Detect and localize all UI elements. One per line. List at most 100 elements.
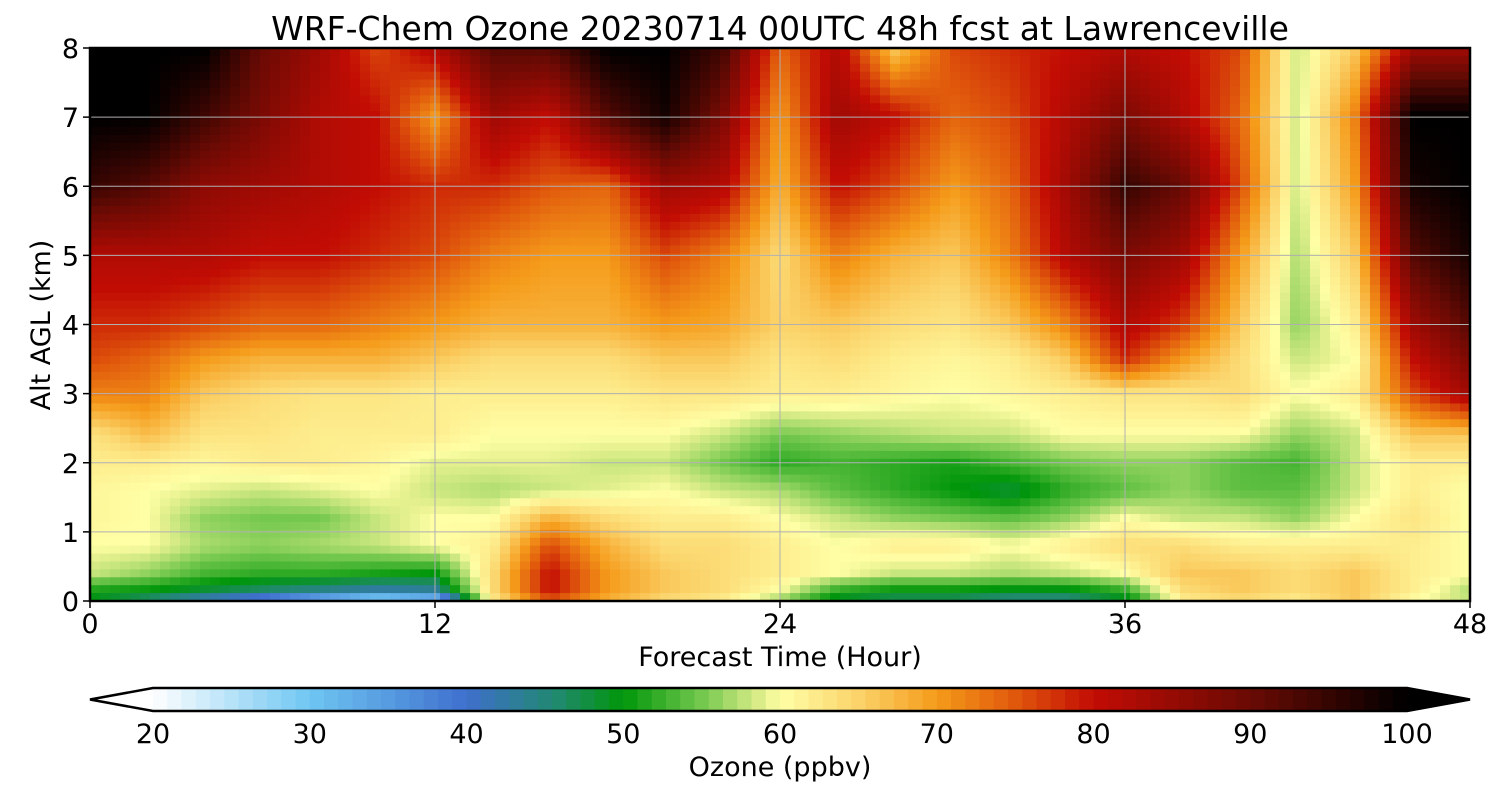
- heatmap-cell: [1090, 316, 1101, 326]
- heatmap-cell: [960, 87, 971, 96]
- heatmap-cell: [890, 166, 901, 175]
- heatmap-cell: [780, 292, 791, 302]
- heatmap-cell: [820, 119, 831, 128]
- heatmap-cell: [320, 285, 331, 294]
- heatmap-cell: [1030, 198, 1041, 207]
- heatmap-cell: [990, 142, 1001, 152]
- heatmap-cell: [770, 103, 781, 112]
- heatmap-cell: [840, 71, 851, 81]
- heatmap-cell: [800, 300, 811, 310]
- heatmap-cell: [960, 79, 971, 89]
- heatmap-cell: [950, 324, 961, 333]
- heatmap-cell: [1360, 79, 1371, 89]
- heatmap-cell: [640, 134, 651, 144]
- heatmap-cell: [160, 253, 171, 262]
- heatmap-cell: [300, 190, 311, 199]
- heatmap-cell: [1170, 103, 1181, 112]
- heatmap-cell: [100, 285, 111, 294]
- heatmap-cell: [1270, 308, 1281, 318]
- heatmap-cell: [1210, 63, 1221, 73]
- heatmap-cell: [200, 198, 211, 207]
- heatmap-cell: [670, 150, 681, 160]
- heatmap-cell: [240, 213, 251, 223]
- heatmap-cell: [1090, 150, 1101, 160]
- heatmap-cell: [1190, 87, 1201, 96]
- heatmap-cell: [560, 269, 571, 278]
- heatmap-cell: [750, 71, 761, 81]
- heatmap-cell: [1050, 308, 1061, 318]
- heatmap-cell: [140, 127, 151, 136]
- heatmap-cell: [360, 269, 371, 278]
- heatmap-cell: [970, 253, 981, 262]
- heatmap-cell: [150, 48, 161, 57]
- heatmap-cell: [1370, 150, 1381, 160]
- heatmap-cell: [880, 103, 891, 112]
- heatmap-cell: [1300, 134, 1311, 144]
- heatmap-cell: [1430, 55, 1441, 65]
- heatmap-cell: [490, 277, 501, 286]
- heatmap-cell: [230, 245, 241, 254]
- heatmap-cell: [190, 79, 201, 89]
- heatmap-cell: [1320, 213, 1331, 223]
- heatmap-cell: [770, 261, 781, 270]
- heatmap-cell: [1200, 142, 1211, 152]
- heatmap-cell: [1110, 245, 1121, 254]
- heatmap-cell: [350, 87, 361, 96]
- heatmap-cell: [1250, 87, 1261, 96]
- heatmap-cell: [100, 63, 111, 73]
- heatmap-cell: [1150, 261, 1161, 270]
- heatmap-cell: [660, 158, 671, 168]
- heatmap-cell: [260, 206, 271, 215]
- heatmap-cell: [1170, 300, 1181, 310]
- heatmap-cell: [680, 119, 691, 128]
- heatmap-cell: [790, 71, 801, 81]
- heatmap-cell: [250, 324, 261, 333]
- heatmap-cell: [1310, 237, 1321, 247]
- heatmap-cell: [1400, 300, 1411, 310]
- heatmap-cell: [650, 277, 661, 286]
- heatmap-cell: [220, 142, 231, 152]
- heatmap-cell: [1360, 55, 1371, 65]
- heatmap-cell: [220, 285, 231, 294]
- heatmap-cell: [320, 150, 331, 160]
- heatmap-cell: [1250, 158, 1261, 168]
- heatmap-cell: [830, 166, 841, 175]
- heatmap-cell: [660, 127, 671, 136]
- heatmap-cell: [990, 79, 1001, 89]
- heatmap-cell: [720, 158, 731, 168]
- heatmap-cell: [490, 213, 501, 223]
- heatmap-cell: [610, 300, 621, 310]
- heatmap-cell: [490, 206, 501, 215]
- heatmap-cell: [360, 316, 371, 326]
- heatmap-cell: [490, 134, 501, 144]
- heatmap-cell: [1350, 277, 1361, 286]
- heatmap-cell: [380, 103, 391, 112]
- heatmap-cell: [1310, 63, 1321, 73]
- heatmap-cell: [120, 174, 131, 183]
- heatmap-cell: [170, 245, 181, 254]
- heatmap-cell: [480, 48, 491, 57]
- heatmap-cell: [730, 285, 741, 294]
- heatmap-cell: [1060, 316, 1071, 326]
- heatmap-cell: [1060, 79, 1071, 89]
- heatmap-cell: [1400, 63, 1411, 73]
- heatmap-cell: [1320, 48, 1331, 57]
- heatmap-cell: [720, 71, 731, 81]
- heatmap-cell: [1050, 300, 1061, 310]
- heatmap-cell: [1090, 55, 1101, 65]
- heatmap-cell: [1460, 48, 1470, 57]
- heatmap-cell: [690, 166, 701, 175]
- heatmap-cell: [370, 269, 381, 278]
- heatmap-cell: [1390, 190, 1401, 199]
- heatmap-cell: [550, 308, 561, 318]
- heatmap-cell: [1340, 261, 1351, 270]
- heatmap-cell: [940, 111, 951, 120]
- heatmap-cell: [780, 79, 791, 89]
- heatmap-cell: [1410, 71, 1421, 81]
- heatmap-cell: [1390, 95, 1401, 104]
- heatmap-cell: [1090, 158, 1101, 168]
- heatmap-cell: [330, 166, 341, 175]
- heatmap-cell: [180, 119, 191, 128]
- heatmap-cell: [640, 229, 651, 239]
- heatmap-cell: [410, 71, 421, 81]
